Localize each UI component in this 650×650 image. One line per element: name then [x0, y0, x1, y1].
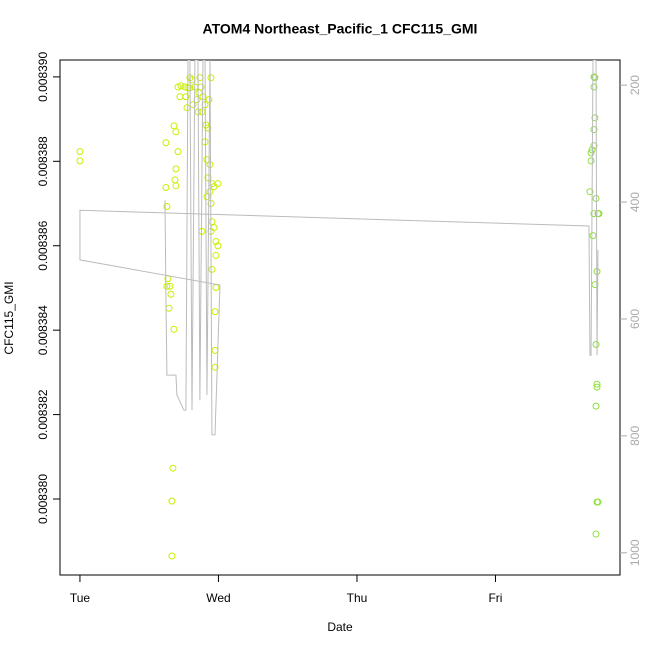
data-point [214, 242, 222, 250]
y-tick-label: 0.008382 [36, 389, 50, 439]
data-point [176, 93, 184, 101]
data-point [590, 142, 598, 150]
y2-tick-label: 600 [628, 309, 642, 329]
y2-tick-label: 800 [628, 426, 642, 446]
y-tick-label: 0.008390 [36, 52, 50, 102]
data-point [206, 161, 214, 169]
data-point [167, 290, 175, 298]
data-point [590, 73, 598, 81]
data-point [208, 265, 216, 273]
x-tick-label: Thu [347, 591, 368, 605]
data-point [590, 83, 598, 91]
y2-tick-label: 400 [628, 192, 642, 212]
data-point [168, 552, 176, 560]
data-point [594, 498, 602, 506]
y-tick-label: 0.008380 [36, 474, 50, 524]
data-point [595, 210, 603, 218]
data-point [193, 96, 201, 104]
data-point [162, 183, 170, 191]
data-point [211, 308, 219, 316]
data-point [177, 82, 185, 90]
x-tick-label: Fri [488, 591, 502, 605]
data-point [172, 182, 180, 190]
data-point [591, 114, 599, 122]
data-point [592, 341, 600, 349]
data-point [171, 176, 179, 184]
x-axis-label: Date [327, 620, 353, 634]
data-point [162, 139, 170, 147]
data-point [592, 530, 600, 538]
data-point [195, 89, 203, 97]
data-point [205, 96, 213, 104]
data-point [212, 284, 220, 292]
data-point [170, 325, 178, 333]
data-point [593, 383, 601, 391]
data-line [79, 60, 599, 436]
plot-area [76, 60, 603, 560]
data-point [76, 148, 84, 156]
data-point [587, 157, 595, 165]
data-point [586, 188, 594, 196]
plot-frame [59, 59, 621, 576]
data-point [591, 74, 599, 82]
data-point [170, 122, 178, 130]
data-point [169, 464, 177, 472]
data-point [592, 402, 600, 410]
data-point [208, 218, 216, 226]
data-point [172, 165, 180, 173]
data-point [212, 238, 220, 246]
data-point [214, 180, 222, 188]
data-point [206, 188, 214, 196]
data-point [211, 346, 219, 354]
data-point [183, 104, 191, 112]
y-tick-label: 0.008388 [36, 136, 50, 186]
y-axis-label: CFC115_GMI [2, 281, 16, 354]
data-point [163, 282, 171, 290]
data-point [172, 128, 180, 136]
x-tick-label: Wed [206, 591, 230, 605]
data-point [198, 227, 206, 235]
data-point [203, 156, 211, 164]
y2-tick-label: 1000 [628, 539, 642, 566]
y2-tick-label: 200 [628, 75, 642, 95]
chart-title: ATOM4 Northeast_Pacific_1 CFC115_GMI [203, 21, 478, 37]
data-point [590, 126, 598, 134]
data-point [168, 497, 176, 505]
data-point [166, 282, 174, 290]
data-point [76, 157, 84, 165]
y-tick-label: 0.008384 [36, 305, 50, 355]
data-point [212, 251, 220, 259]
y-tick-label: 0.008386 [36, 220, 50, 270]
data-point [174, 148, 182, 156]
data-point [165, 304, 173, 312]
data-point [189, 101, 197, 109]
data-point [587, 149, 595, 157]
data-point [593, 380, 601, 388]
data-point [163, 202, 171, 210]
data-point [203, 193, 211, 201]
data-point [207, 74, 215, 82]
x-tick-label: Tue [70, 591, 91, 605]
data-point [589, 232, 597, 240]
